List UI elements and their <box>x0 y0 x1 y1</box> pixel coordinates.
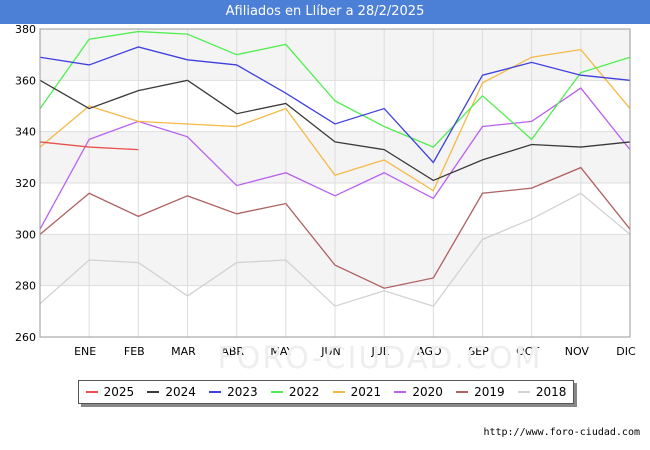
legend-label: 2022 <box>288 385 320 399</box>
legend-item-2023: 2023 <box>209 385 258 399</box>
chart-legend: 2025 2024 2023 2022 2021 2020 2019 2018 <box>78 380 574 404</box>
legend-item-2019: 2019 <box>456 385 505 399</box>
y-tick-label: 320 <box>15 177 36 190</box>
series-line-2022 <box>39 30 631 148</box>
legend-label: 2025 <box>103 385 135 399</box>
x-tick-label: ENE <box>74 345 96 358</box>
legend-item-2021: 2021 <box>332 385 382 399</box>
chart-title: Afiliados en Llíber a 28/2/2025 <box>0 0 650 24</box>
legend-swatch <box>332 391 345 393</box>
legend-item-2022: 2022 <box>270 385 320 399</box>
legend-label: 2024 <box>165 385 196 399</box>
plot-frame <box>39 28 631 338</box>
y-tick-label: 260 <box>15 331 36 344</box>
legend-label: 2021 <box>350 385 382 399</box>
x-tick-label: FEB <box>124 345 145 358</box>
legend-swatch <box>209 391 222 393</box>
legend-label: 2020 <box>412 385 443 399</box>
x-tick-label: MAR <box>171 345 196 358</box>
legend-swatch <box>270 391 283 393</box>
x-tick-label: JUL <box>370 345 389 358</box>
x-tick-label: JUN <box>320 345 341 358</box>
legend-label: 2018 <box>535 385 567 399</box>
legend-swatch <box>85 391 98 393</box>
legend-item-2018: 2018 <box>517 385 567 399</box>
x-tick-label: NOV <box>565 345 590 358</box>
series-line-2018 <box>39 192 631 307</box>
series-line-2019 <box>39 166 631 289</box>
series-line-2023 <box>39 46 631 164</box>
series-line-2025 <box>39 141 139 151</box>
y-tick-label: 380 <box>15 23 36 36</box>
x-tick-label: DIC <box>616 345 636 358</box>
x-tick-label: ABR <box>221 345 244 358</box>
legend-label: 2023 <box>227 385 258 399</box>
legend-swatch <box>394 391 407 393</box>
watermark: FORO-CIUDAD.COM <box>218 341 543 376</box>
x-tick-label: MAY <box>270 345 293 358</box>
x-tick-label: AGO <box>417 345 442 358</box>
series-line-2024 <box>39 79 631 182</box>
y-tick-label: 360 <box>15 74 36 87</box>
source-credit[interactable]: http://www.foro-ciudad.com <box>483 427 640 438</box>
legend-swatch <box>456 391 469 393</box>
series-line-2021 <box>39 48 631 192</box>
y-tick-label: 340 <box>15 126 36 139</box>
legend-item-2025: 2025 <box>85 385 135 399</box>
legend-swatch <box>517 391 530 393</box>
x-tick-label: OCT <box>516 345 539 358</box>
x-tick-label: SEP <box>468 345 489 358</box>
legend-label: 2019 <box>474 385 505 399</box>
y-tick-label: 280 <box>15 280 36 293</box>
legend-swatch <box>147 391 160 393</box>
legend-item-2024: 2024 <box>147 385 196 399</box>
y-tick-label: 300 <box>15 228 36 241</box>
legend-item-2020: 2020 <box>394 385 443 399</box>
